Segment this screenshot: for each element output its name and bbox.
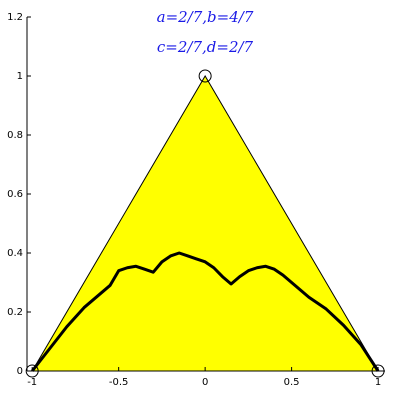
x-tick-label: 0.5	[284, 377, 300, 388]
x-tick-label: 1	[375, 377, 381, 388]
y-tick-label: 0	[17, 366, 23, 377]
vertex-marker	[198, 69, 212, 83]
y-tick-label: 0.8	[7, 130, 23, 141]
triangle-area	[31, 75, 379, 372]
y-tick-label: 1.2	[7, 12, 23, 23]
x-tick-label: -1	[27, 377, 37, 388]
curve	[31, 251, 380, 372]
x-tick-label: 0	[202, 377, 208, 388]
x-tick-label: -0.5	[109, 377, 129, 388]
y-tick-label: 1	[17, 71, 23, 82]
y-tick-label: 0.6	[7, 189, 23, 200]
annotation: a=2/7,b=4/7	[157, 8, 254, 26]
y-tick-label: 0.4	[7, 248, 23, 259]
annotation: c=2/7,d=2/7	[157, 38, 254, 56]
y-tick-label: 0.2	[7, 307, 23, 318]
